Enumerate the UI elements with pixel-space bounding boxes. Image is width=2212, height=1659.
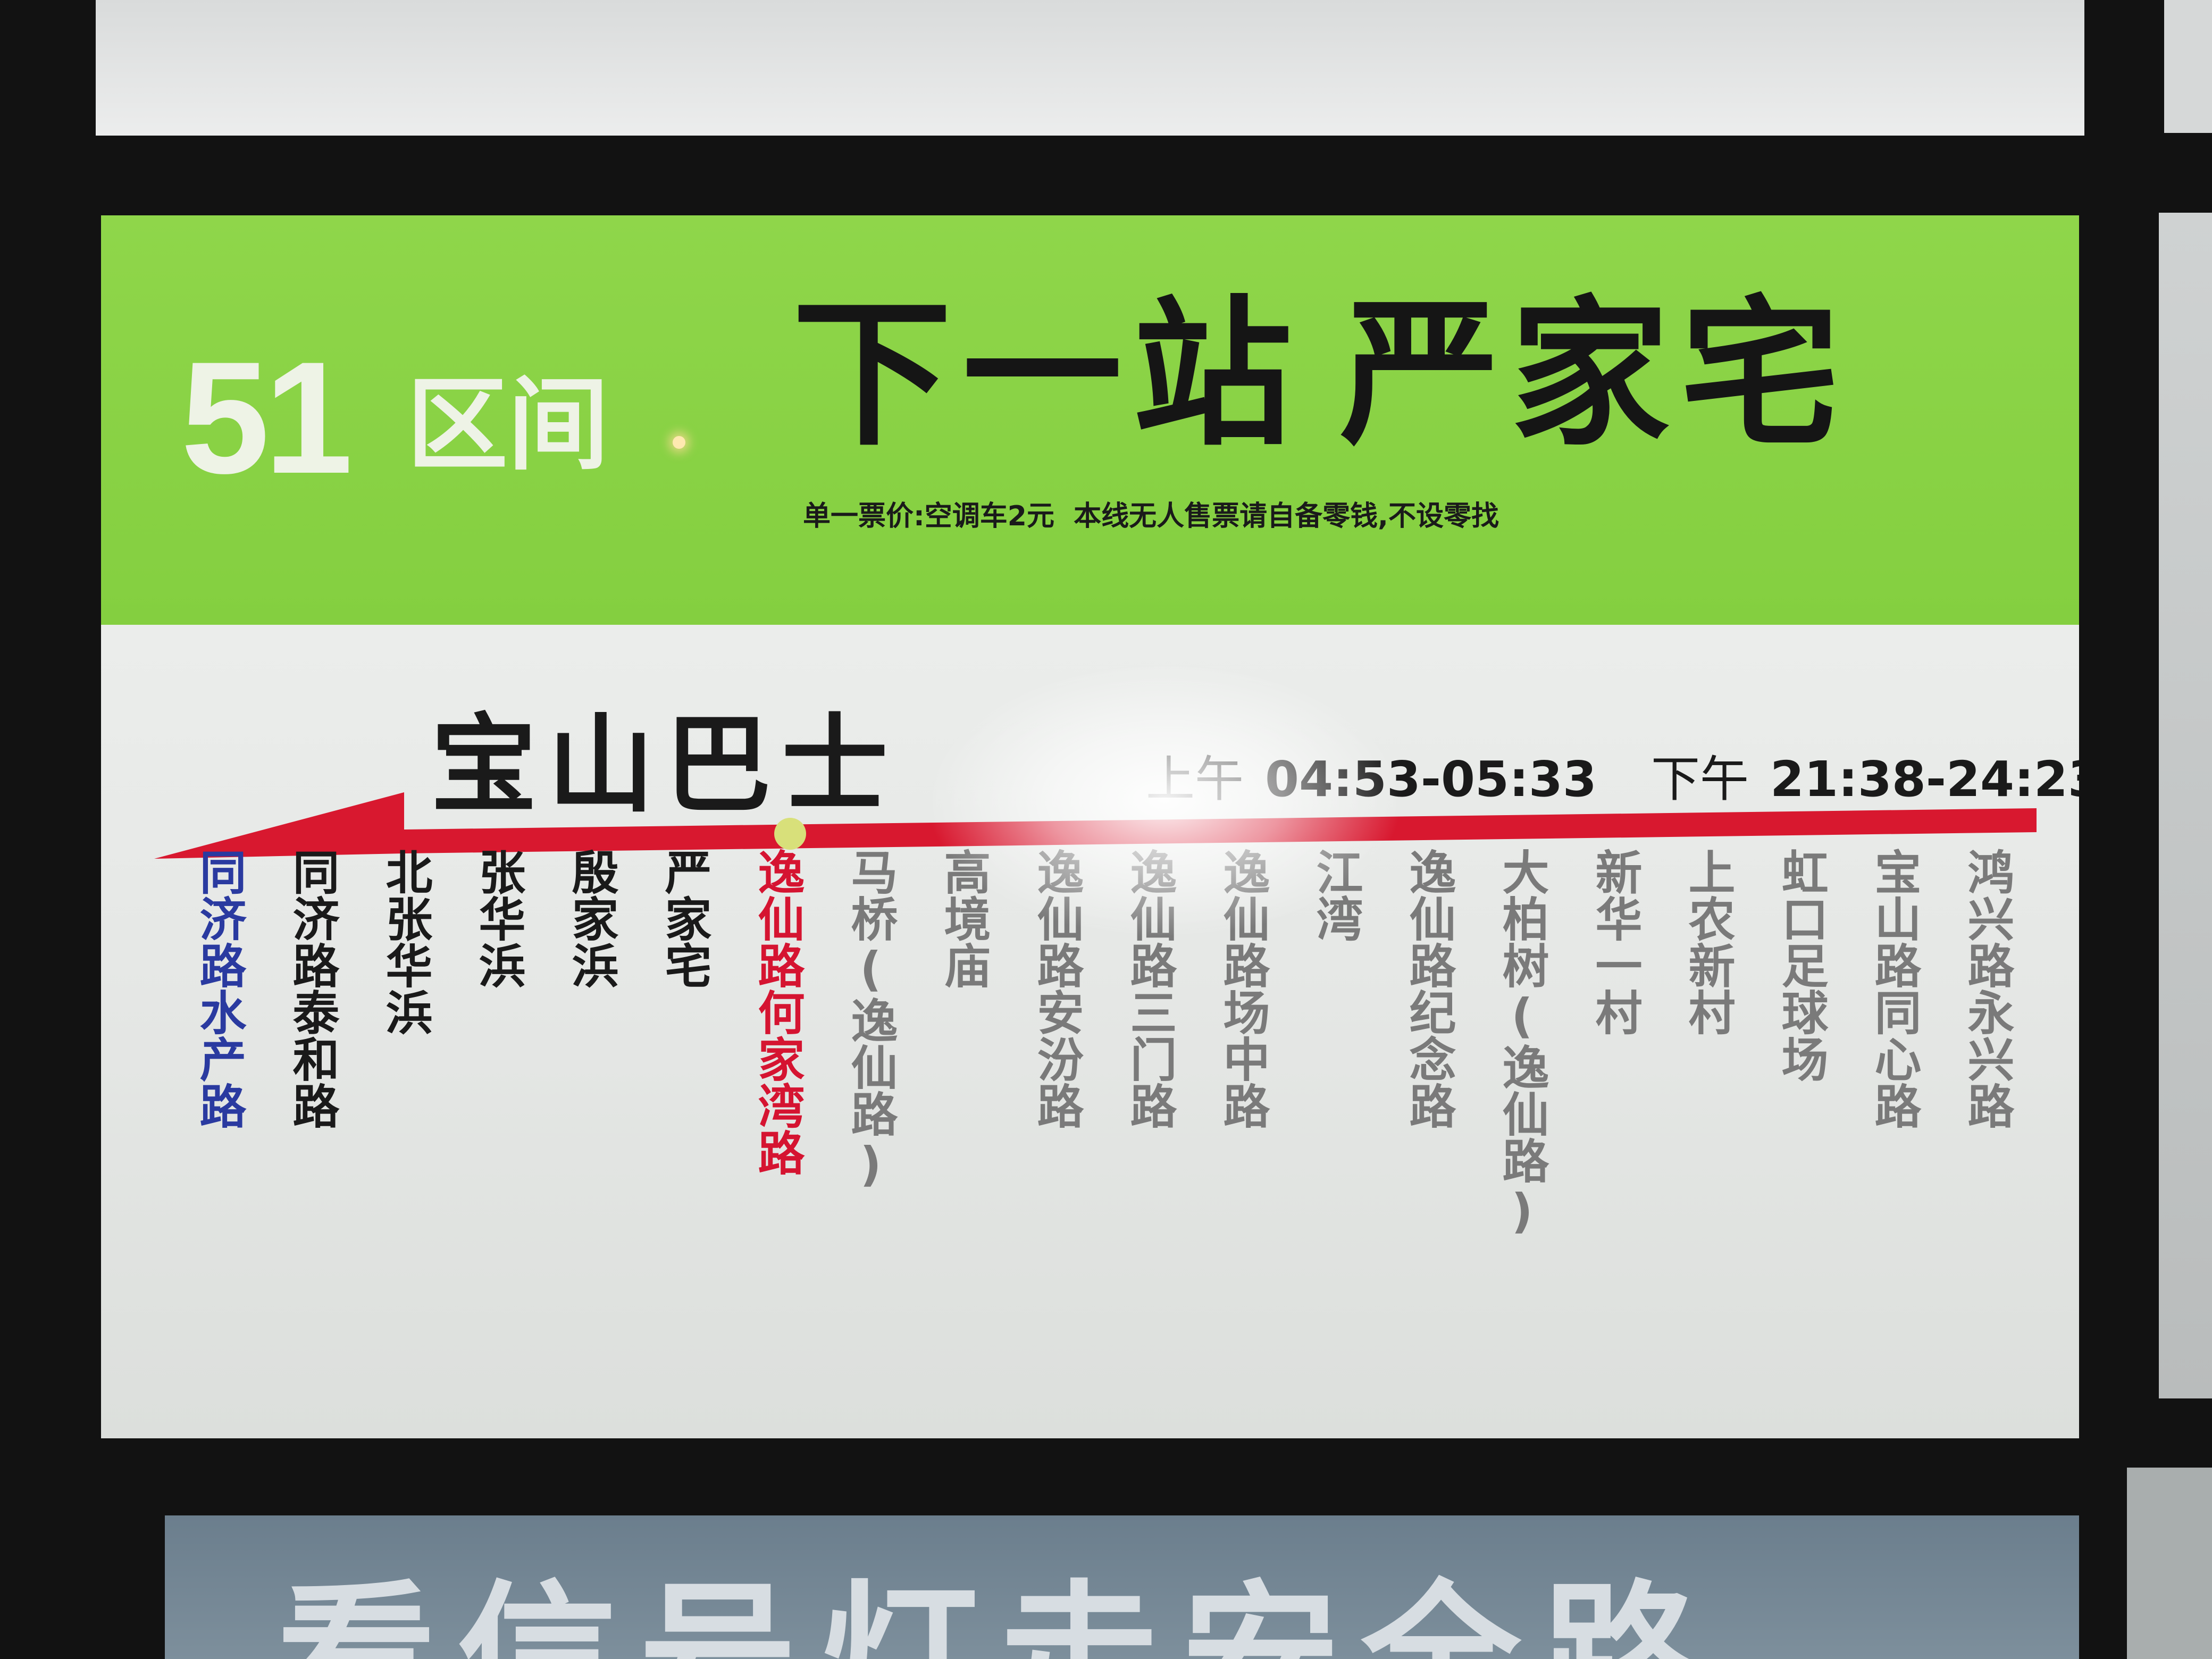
route-number: 51	[181, 328, 353, 507]
operator-name: 宝山巴士	[431, 703, 899, 827]
morning-service-times: 上午 04:53-05:33	[1146, 755, 1597, 804]
fare-note: 单一票价:空调车2元 本线无人售票请自备零钱,不设零找	[803, 500, 1499, 532]
morning-label: 上午	[1146, 751, 1244, 808]
next-stop-label: 下一站	[792, 282, 1303, 467]
station-item: 同济路泰和路	[285, 848, 340, 1129]
lower-sign-panel: 看信号灯走安全路	[165, 1515, 2079, 1659]
station-item-current: 逸仙路何家湾路	[750, 848, 805, 1176]
station-item: 高境庙	[936, 848, 991, 988]
station-item: 逸仙路三门路	[1122, 848, 1177, 1129]
safety-slogan: 看信号灯走安全路	[276, 1566, 1723, 1659]
adjacent-sign-panel-top	[2164, 0, 2212, 133]
route-type: 区间	[407, 366, 609, 484]
station-item: 马桥(逸仙路)	[843, 848, 898, 1192]
station-item: 江湾	[1309, 848, 1363, 942]
station-item: 鸿兴路永兴路	[1960, 848, 2015, 1129]
evening-service-times: 下午 21:38-24:23	[1651, 755, 2079, 804]
station-item: 新华一村	[1588, 848, 1643, 1035]
station-list: 同济路水产路 同济路泰和路 北张华浜 张华浜 殷家浜 严家宅 逸仙路何家湾路 马…	[101, 848, 2079, 1380]
evening-label: 下午	[1651, 751, 1749, 808]
station-item: 张华浜	[471, 848, 526, 988]
station-item: 逸仙路纪念路	[1402, 848, 1456, 1129]
sign-header: 51 区间 下一站 严家宅 单一票价:空调车2元 本线无人售票请自备零钱,不设零…	[101, 215, 2079, 625]
station-item: 大柏树(逸仙路)	[1495, 848, 1549, 1238]
upper-sign-panel	[96, 0, 2084, 136]
station-item: 虹口足球场	[1774, 848, 1829, 1082]
station-item: 同济路水产路	[192, 848, 247, 1129]
evening-time: 21:38-24:23	[1770, 751, 2079, 808]
station-item: 严家宅	[657, 848, 712, 988]
bus-stop-sign: 51 区间 下一站 严家宅 单一票价:空调车2元 本线无人售票请自备零钱,不设零…	[101, 215, 2079, 1438]
station-item: 上农新村	[1681, 848, 1736, 1035]
station-item: 殷家浜	[564, 848, 619, 988]
station-item: 逸仙路场中路	[1216, 848, 1270, 1129]
adjacent-sign-panel-middle	[2159, 213, 2212, 1398]
current-position-dot	[774, 818, 806, 850]
adjacent-sign-panel-bottom	[2127, 1468, 2212, 1659]
morning-time: 04:53-05:33	[1265, 751, 1597, 808]
next-stop-name: 严家宅	[1340, 282, 1850, 467]
station-item: 北张华浜	[378, 848, 433, 1035]
lamp-reflection	[673, 436, 685, 449]
station-item: 逸仙路安汾路	[1029, 848, 1084, 1129]
station-item: 宝山路同心路	[1867, 848, 1922, 1129]
